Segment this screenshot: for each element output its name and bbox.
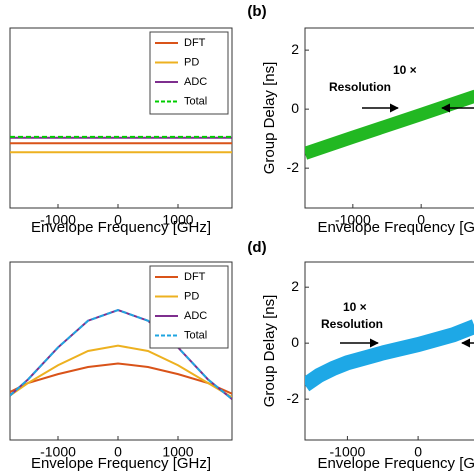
delay-band [305, 319, 474, 392]
annotation: 10 × [393, 63, 417, 77]
x-tick-label: -1000 [40, 444, 76, 460]
plot-frame [304, 27, 474, 209]
legend-label: ADC [184, 76, 207, 88]
legend-label: DFT [184, 271, 206, 283]
y-tick-label: -2 [287, 390, 300, 406]
annotation: Resolution [321, 317, 383, 331]
x-tick-label: -1000 [335, 212, 371, 228]
x-axis-label: Envelope Frequency [GHz] [317, 219, 474, 236]
legend-label: DFT [184, 37, 206, 49]
x-axis-label: Envelope Frequency [GHz] [31, 219, 211, 236]
delay-band [305, 89, 474, 160]
legend-box [149, 265, 229, 349]
legend-label: ADC [184, 310, 207, 322]
x-tick-label: 1000 [162, 444, 193, 460]
panel-label: (b) [247, 3, 266, 20]
legend-label: PD [184, 56, 199, 68]
y-tick-label: 2 [291, 41, 299, 57]
y-tick-label: 0 [291, 334, 299, 350]
plot-frame [304, 261, 474, 441]
y-tick-label: 2 [291, 278, 299, 294]
y-axis-label: Group Delay [ns] [261, 295, 278, 408]
x-tick-label: 1000 [162, 212, 193, 228]
y-tick-label: 0 [291, 100, 299, 116]
plot-frame [9, 261, 233, 441]
plot-frame [9, 27, 233, 209]
y-axis-label: Group Delay [ns] [261, 62, 278, 175]
x-tick-label: 0 [414, 444, 422, 460]
series-line [10, 362, 232, 395]
legend-label: Total [184, 95, 207, 107]
x-tick-label: 0 [114, 212, 122, 228]
series-line [10, 308, 232, 400]
legend-label: Total [184, 329, 207, 341]
annotation: Resolution [329, 80, 391, 94]
x-tick-label: -1000 [330, 444, 366, 460]
series-line [10, 344, 232, 399]
panel-label: (d) [247, 239, 266, 256]
legend-box [149, 31, 229, 115]
x-axis-label: Envelope Frequency [GHz] [31, 455, 211, 472]
legend-label: PD [184, 290, 199, 302]
x-tick-label: -1000 [40, 212, 76, 228]
x-tick-label: 0 [114, 444, 122, 460]
annotation: 10 × [343, 300, 367, 314]
x-axis-label: Envelope Frequency [GHz] [317, 455, 474, 472]
y-tick-label: -2 [287, 159, 300, 175]
x-tick-label: 0 [417, 212, 425, 228]
